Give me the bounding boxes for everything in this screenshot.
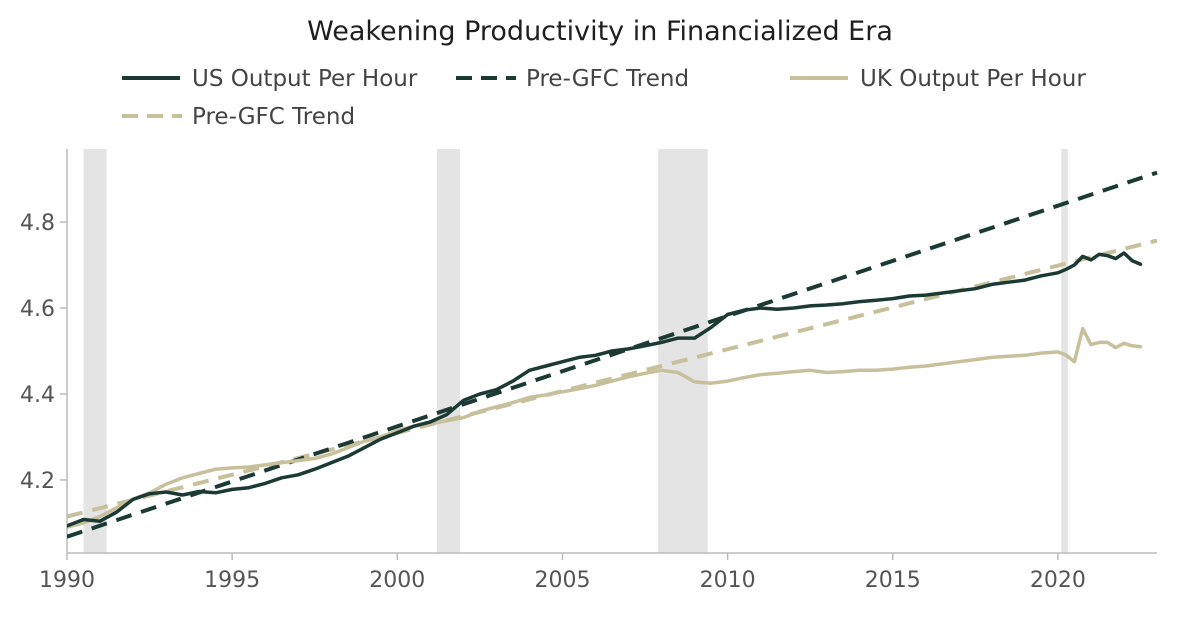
x-tick-label-1990: 1990 xyxy=(39,568,95,593)
series-line-uk-output xyxy=(67,326,1143,529)
y-tick-label-4.2: 4.2 xyxy=(20,469,55,494)
series-line-us-output xyxy=(67,251,1143,528)
recession-band-1 xyxy=(436,149,461,553)
y-tick-label-4.4: 4.4 xyxy=(20,383,55,408)
y-tick-label-4.6: 4.6 xyxy=(20,297,55,322)
legend-item-us-output[interactable]: US Output Per Hour xyxy=(122,66,418,92)
legend-label-uk-trend: Pre-GFC Trend xyxy=(192,104,355,130)
chart-title: Weakening Productivity in Financialized … xyxy=(307,16,893,47)
x-tick-label-2005: 2005 xyxy=(534,568,590,593)
legend-item-us-trend[interactable]: Pre-GFC Trend xyxy=(456,66,689,92)
series-line-uk-trend xyxy=(67,238,1158,519)
legend-item-uk-output[interactable]: UK Output Per Hour xyxy=(790,66,1086,92)
recession-band-0 xyxy=(83,149,107,553)
legend: US Output Per Hour Pre-GFC Trend UK Outp… xyxy=(122,66,1086,130)
plot-area: 1990 1995 2000 2005 2010 2015 2020 4.2 4.4 4.6 4.8 xyxy=(20,149,1158,593)
recession-band-2 xyxy=(658,149,708,553)
x-tick-label-2010: 2010 xyxy=(700,568,756,593)
legend-label-us-trend: Pre-GFC Trend xyxy=(526,66,689,92)
x-tick-label-2000: 2000 xyxy=(369,568,425,593)
x-tick-label-2020: 2020 xyxy=(1030,568,1086,593)
x-tick-label-1995: 1995 xyxy=(204,568,260,593)
series-line-us-trend xyxy=(67,170,1158,539)
y-tick-label-4.8: 4.8 xyxy=(20,211,55,236)
x-tick-label-2015: 2015 xyxy=(865,568,921,593)
recession-band-3 xyxy=(1061,149,1068,553)
legend-label-uk-output: UK Output Per Hour xyxy=(860,66,1086,92)
legend-item-uk-trend[interactable]: Pre-GFC Trend xyxy=(122,104,355,130)
legend-label-us-output: US Output Per Hour xyxy=(192,66,418,92)
